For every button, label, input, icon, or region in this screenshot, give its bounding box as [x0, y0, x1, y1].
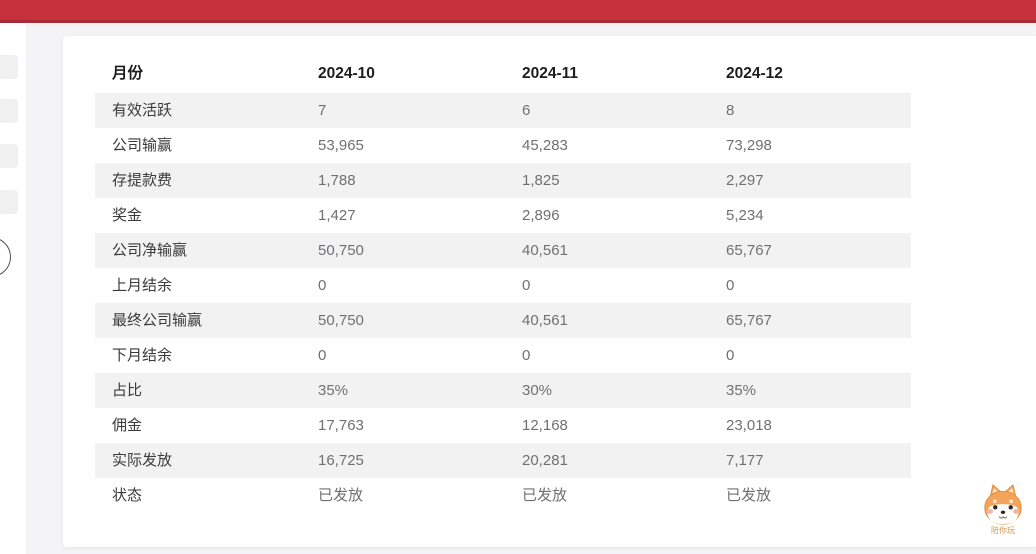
cell-value: 6	[522, 102, 531, 119]
cell-value: 1,427	[318, 207, 356, 224]
cell-value: 30%	[522, 382, 553, 399]
column-header-month: 2024-11	[522, 65, 579, 82]
cell-value: 50,750	[318, 242, 364, 259]
cell-value: 35%	[318, 382, 349, 399]
row-label: 占比	[112, 382, 143, 399]
cell-value: 0	[522, 347, 531, 364]
cell-value: 0	[726, 277, 735, 294]
top-accent-bar	[0, 0, 1036, 23]
row-label: 存提款费	[112, 172, 173, 189]
cell-value: 已发放	[318, 487, 364, 504]
cell-value: 已发放	[522, 487, 568, 504]
shiba-dog-icon	[984, 484, 1022, 525]
table-body: 有效活跃 7 6 8 公司输赢 53,965 45,283 73,298 存提款费 1,788 1,…	[95, 93, 911, 513]
cell-value: 0	[318, 347, 327, 364]
table-row: 公司输赢 53,965 45,283 73,298	[95, 128, 911, 163]
cell-value: 1,788	[318, 172, 356, 189]
cell-value: 45,283	[522, 137, 568, 154]
row-label: 下月结余	[112, 347, 173, 364]
cell-value: 73,298	[726, 137, 772, 154]
table-row: 实际发放 16,725 20,281 7,177	[95, 443, 911, 478]
mascot-caption: 陪你玩	[991, 526, 1015, 535]
cell-value: 12,168	[522, 417, 568, 434]
table-row: 奖金 1,427 2,896 5,234	[95, 198, 911, 233]
sidebar-item-stub[interactable]	[0, 99, 18, 123]
table-row: 存提款费 1,788 1,825 2,297	[95, 163, 911, 198]
cell-value: 8	[726, 102, 735, 119]
table-row: 状态 已发放 已发放 已发放	[95, 478, 911, 513]
row-label: 公司输赢	[112, 137, 173, 154]
cell-value: 20,281	[522, 452, 568, 469]
sidebar-toggle-circle[interactable]	[0, 237, 11, 277]
table-row: 下月结余 0 0 0	[95, 338, 911, 373]
row-label: 状态	[112, 487, 143, 504]
column-header-label: 月份	[112, 65, 144, 82]
row-label: 奖金	[112, 207, 143, 224]
row-label: 佣金	[112, 417, 143, 434]
cell-value: 1,825	[522, 172, 560, 189]
table-row: 佣金 17,763 12,168 23,018	[95, 408, 911, 443]
report-card: 月份 2024-10 2024-11 2024-12 有效活跃 7 6 8 公司输赢 53,96…	[63, 36, 1036, 547]
sidebar-item-stub[interactable]	[0, 190, 18, 214]
cell-value: 2,297	[726, 172, 764, 189]
table-row: 有效活跃 7 6 8	[95, 93, 911, 128]
cell-value: 50,750	[318, 312, 364, 329]
row-label: 有效活跃	[112, 102, 173, 119]
column-header-month: 2024-10	[318, 65, 375, 82]
column-header-month: 2024-12	[726, 65, 783, 82]
cell-value: 5,234	[726, 207, 764, 224]
row-label: 上月结余	[112, 277, 173, 294]
row-label: 实际发放	[112, 452, 173, 469]
sidebar-item-stub[interactable]	[0, 55, 18, 79]
cell-value: 0	[318, 277, 327, 294]
table-row: 公司净输赢 50,750 40,561 65,767	[95, 233, 911, 268]
cell-value: 2,896	[522, 207, 560, 224]
cell-value: 40,561	[522, 242, 568, 259]
table-container: 月份 2024-10 2024-11 2024-12 有效活跃 7 6 8 公司输赢 53,96…	[95, 60, 1036, 513]
collapsed-sidebar	[0, 23, 26, 554]
cell-value: 7,177	[726, 452, 764, 469]
mascot-widget[interactable]: 陪你玩	[978, 484, 1028, 535]
table-row: 占比 35% 30% 35%	[95, 373, 911, 408]
cell-value: 23,018	[726, 417, 772, 434]
cell-value: 65,767	[726, 242, 772, 259]
cell-value: 17,763	[318, 417, 364, 434]
table-row: 上月结余 0 0 0	[95, 268, 911, 303]
row-label: 公司净输赢	[112, 242, 188, 259]
row-label: 最终公司输赢	[112, 312, 203, 329]
table-header-row: 月份 2024-10 2024-11 2024-12	[95, 60, 911, 93]
table-row: 最终公司输赢 50,750 40,561 65,767	[95, 303, 911, 338]
sidebar-item-stub[interactable]	[0, 144, 18, 168]
cell-value: 40,561	[522, 312, 568, 329]
cell-value: 53,965	[318, 137, 364, 154]
cell-value: 16,725	[318, 452, 364, 469]
cell-value: 35%	[726, 382, 757, 399]
cell-value: 已发放	[726, 487, 772, 504]
cell-value: 0	[522, 277, 531, 294]
cell-value: 7	[318, 102, 327, 119]
cell-value: 65,767	[726, 312, 772, 329]
monthly-report-table: 月份 2024-10 2024-11 2024-12 有效活跃 7 6 8 公司输赢 53,96…	[95, 60, 911, 513]
cell-value: 0	[726, 347, 735, 364]
